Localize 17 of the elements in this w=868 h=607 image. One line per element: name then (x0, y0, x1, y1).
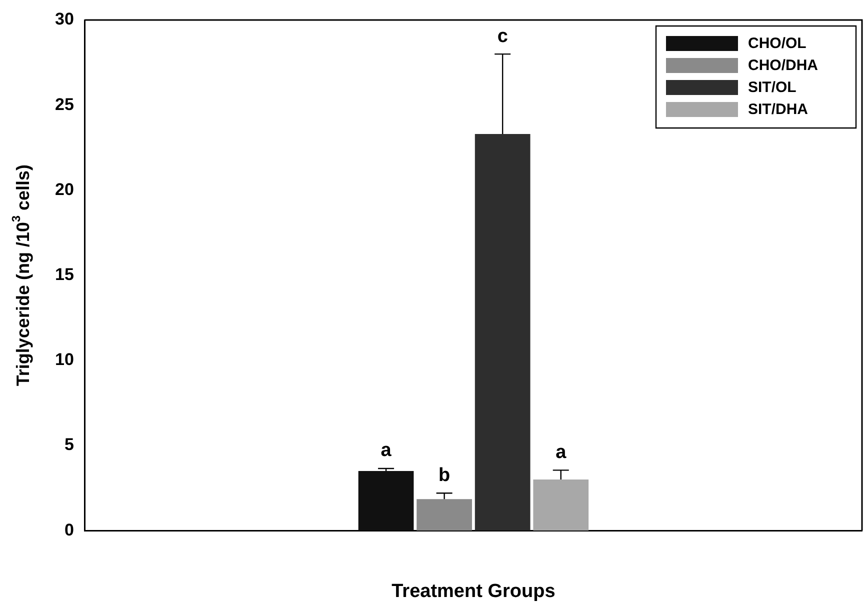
annotation: b (438, 464, 450, 486)
legend-label: CHO/DHA (748, 57, 818, 74)
y-tick-label: 30 (54, 10, 74, 29)
x-axis-title: Treatment Groups (392, 580, 556, 602)
legend-label: SIT/OL (748, 79, 796, 96)
legend-label: SIT/DHA (748, 101, 808, 118)
annotation: a (380, 440, 392, 462)
annotation: a (556, 442, 567, 463)
y-tick-label: 25 (54, 94, 74, 114)
y-tick-label: 15 (54, 264, 74, 284)
legend-label: CHO/OL (748, 35, 806, 52)
annotation: c (497, 26, 508, 47)
y-tick-label: 10 (54, 350, 74, 370)
y-tick-label: 20 (54, 180, 74, 199)
y-axis-title: Triglyceride (ng /103 cells) (10, 164, 33, 386)
y-tick-label: 5 (64, 435, 74, 454)
y-tick-label: 0 (64, 520, 74, 540)
